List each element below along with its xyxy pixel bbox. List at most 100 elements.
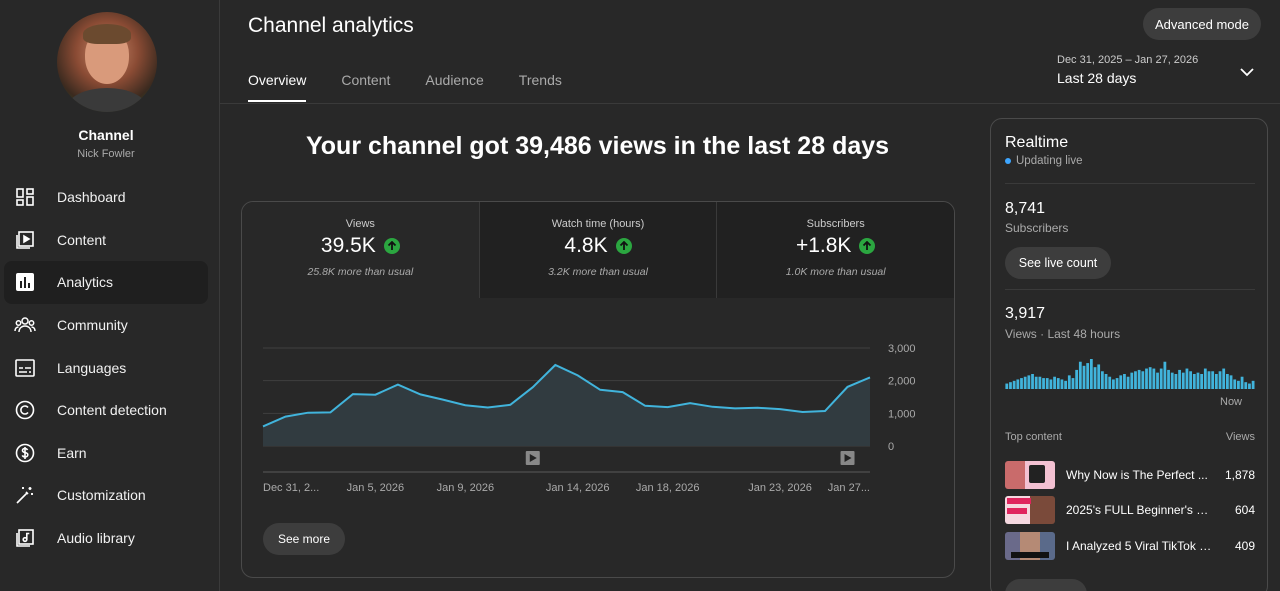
sidebar-item-languages[interactable]: Languages [4,346,208,389]
top-content-row[interactable]: 2025's FULL Beginner's Gui... 604 [1005,496,1255,524]
see-more-button[interactable]: See more [263,523,345,555]
video-thumbnail [1005,532,1055,560]
top-content-label: Top content [1005,431,1062,443]
realtime-bar [1233,379,1237,389]
play-icon [529,454,537,462]
avatar[interactable] [57,12,157,112]
top-content-row[interactable]: I Analyzed 5 Viral TikTok S... 409 [1005,532,1255,560]
realtime-bar [1156,372,1159,389]
live-status: Updating live [1016,155,1083,167]
page-title: Channel analytics [248,14,414,37]
metric-views[interactable]: Views 39.5K 25.8K more than usual [242,202,480,298]
realtime-bar [1137,369,1141,389]
realtime-bar [1100,371,1104,389]
advanced-mode-button[interactable]: Advanced mode [1143,8,1261,40]
x-tick-label: Dec 31, 2... [263,482,319,494]
top-content-row[interactable]: Why Now is The Perfect ... 1,878 [1005,461,1255,489]
metric-comparison: 1.0K more than usual [785,266,886,278]
x-tick-label: Jan 5, 2026 [347,482,405,494]
metric-subscribers[interactable]: Subscribers +1.8K 1.0K more than usual [717,202,954,298]
date-range-dates[interactable]: Dec 31, 2025 – Jan 27, 2026 [1057,54,1199,66]
realtime-bar [1141,371,1145,389]
sidebar: Channel Nick Fowler Dashboard Content An… [0,0,220,591]
realtime-bar [1145,368,1148,389]
y-tick-label: 2,000 [888,376,916,388]
views-chart[interactable]: 0 1,000 2,000 3,000 Dec 31, 2... Jan 5, 2026 J… [242,298,955,518]
realtime-bar [1163,361,1167,389]
live-dot-icon [1005,158,1011,164]
video-thumbnail [1005,496,1055,524]
arrow-up-icon [859,238,876,254]
sidebar-item-label: Analytics [57,274,114,291]
divider [1005,289,1255,290]
realtime-bar [1240,376,1244,389]
sidebar-item-customization[interactable]: Customization [4,474,208,517]
realtime-bar [1034,376,1038,389]
tab-content[interactable]: Content [341,72,391,88]
metric-watch-time[interactable]: Watch time (hours) 4.8K 3.2K more than u… [479,202,718,298]
sidebar-item-content[interactable]: Content [4,219,208,262]
realtime-bar [1027,375,1031,389]
realtime-bar [1185,368,1189,389]
metric-value: 4.8K [564,234,608,257]
sidebar-item-content-detection[interactable]: Content detection [4,389,208,432]
x-tick-label: Jan 14, 2026 [546,482,610,494]
chevron-down-icon[interactable] [1239,64,1255,85]
realtime-bar [1178,369,1181,389]
realtime-bar [1181,372,1185,389]
date-range-label[interactable]: Last 28 days [1057,70,1137,86]
metric-value: +1.8K [795,234,852,257]
see-more-button[interactable] [1005,579,1087,591]
realtime-bar [1009,382,1012,389]
sidebar-item-community[interactable]: Community [4,304,208,347]
tab-audience[interactable]: Audience [425,72,484,88]
realtime-bar [1119,375,1123,389]
realtime-bar [1020,378,1023,389]
sidebar-item-audio-library[interactable]: Audio library [4,517,208,560]
header-divider [220,103,1280,104]
metric-tabs: Views 39.5K 25.8K more than usual Watch … [242,202,954,298]
realtime-bar [1123,374,1126,389]
sidebar-item-label: Community [57,317,128,334]
realtime-bar [1200,374,1204,389]
realtime-bar [1078,361,1082,389]
see-live-count-button[interactable]: See live count [1005,247,1111,279]
realtime-bar [1071,378,1075,389]
video-title: Why Now is The Perfect ... [1066,468,1208,482]
copyright-icon [14,399,36,421]
tab-trends[interactable]: Trends [518,72,562,88]
arrow-up-icon [383,238,400,254]
metric-comparison: 3.2K more than usual [548,266,648,278]
realtime-bar [1134,371,1137,389]
sidebar-item-dashboard[interactable]: Dashboard [4,176,208,219]
realtime-bar [1126,376,1130,389]
realtime-bar [1225,374,1229,389]
audio-library-icon [14,527,36,549]
realtime-bar [1218,371,1222,389]
realtime-bar [1251,380,1255,389]
content-icon [14,229,36,251]
overview-card: Views 39.5K 25.8K more than usual Watch … [241,201,955,578]
dashboard-icon [14,186,36,208]
sidebar-item-earn[interactable]: Earn [4,432,208,475]
video-views: 604 [1234,503,1255,517]
sidebar-item-label: Earn [57,444,87,461]
realtime-bar-chart[interactable] [1005,357,1255,389]
metric-value: 39.5K [320,234,376,257]
realtime-bar [1082,365,1086,389]
realtime-bar [1170,372,1174,389]
magic-wand-icon [14,484,36,506]
realtime-bar [1093,367,1097,389]
realtime-bar [1075,369,1079,389]
realtime-bar [1152,368,1156,389]
realtime-bar [1196,372,1200,389]
views-line [262,363,871,428]
sidebar-item-analytics[interactable]: Analytics [4,261,208,304]
realtime-title: Realtime [1005,134,1069,151]
sidebar-item-label: Audio library [57,530,135,547]
sidebar-nav: Dashboard Content Analytics Community [4,176,208,559]
tab-overview[interactable]: Overview [248,72,307,102]
realtime-bar [1222,368,1226,389]
channel-title: Channel [78,127,134,143]
